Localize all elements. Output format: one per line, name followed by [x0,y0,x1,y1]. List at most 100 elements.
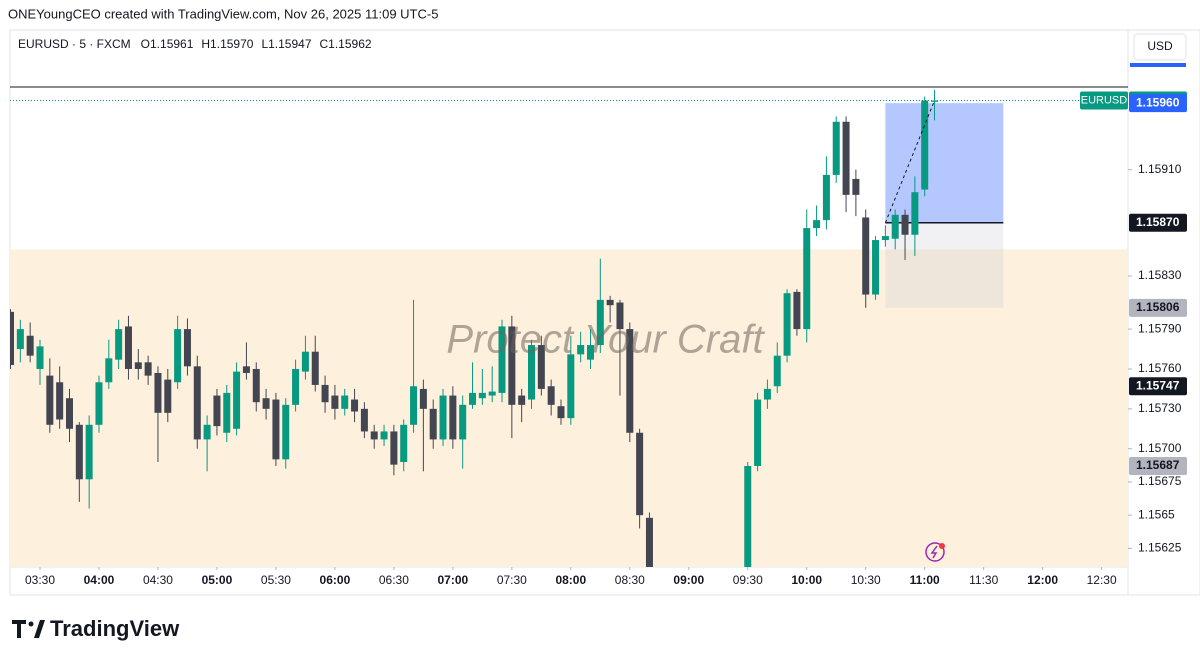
candle-body [410,386,418,425]
candle-body [783,293,791,356]
y-tick-label: 1.15910 [1138,162,1182,176]
candle-body [459,404,467,440]
candle-body [370,431,378,440]
candle-body [252,368,260,403]
candle-body [193,366,201,440]
candle-body [469,392,477,405]
candle-body [862,217,870,295]
x-tick-label: 05:30 [261,573,291,587]
currency[interactable]: USD [1147,39,1173,53]
candle-body [852,178,860,195]
stop-zone [885,222,1004,308]
candle-body [213,395,221,427]
candle-body [292,368,300,405]
currency-button[interactable] [1133,33,1187,61]
attribution: ONEYoungCEO created with TradingView.com… [8,6,438,21]
price-badge [1129,94,1187,113]
price-badge-label: 1.15960 [1136,95,1180,109]
candle-body [921,100,929,190]
candle-body [557,406,565,419]
legend: EURUSD · 5 · FXCM [18,37,131,51]
candle-body [164,379,172,413]
candle-body [262,398,270,409]
y-tick-label: 1.15730 [1138,401,1182,415]
price-badge-label: 1.15806 [1136,300,1180,314]
x-tick-label: 07:00 [438,573,469,587]
x-tick-label: 10:30 [851,573,881,587]
candle-body [911,192,919,235]
candle-body [636,432,644,516]
candle-body [872,240,880,295]
x-tick-label: 06:00 [320,573,351,587]
price-badge-label: 1.15687 [1136,458,1180,472]
candle-body [36,346,44,369]
candle-body [115,329,123,360]
candle-body [105,358,113,383]
candle-body [813,220,821,229]
candle-body [16,329,24,350]
candle-body [586,345,594,360]
candle-body [449,395,457,440]
y-tick-label: 1.15830 [1138,268,1182,282]
candle-body [26,335,34,356]
x-tick-label: 08:00 [555,573,586,587]
candle-body [508,326,516,405]
candle-body [124,326,132,369]
candle-body [144,362,152,376]
candle-body [134,362,142,369]
x-tick-label: 12:00 [1027,573,1058,587]
candle-body [842,121,850,195]
candle-body [301,351,309,372]
price-badge [1129,456,1187,475]
candle-body [744,465,752,567]
candle-body [518,395,526,405]
candle-body [498,326,506,393]
candle-body [478,392,486,399]
candle-body [10,311,15,365]
candle-body [282,404,290,460]
plot-area [10,89,1128,567]
candle-body [429,408,437,440]
candle-body [754,399,762,466]
candle-body [616,302,624,330]
candle-body [390,431,398,465]
candle-body [242,366,250,373]
axis-marker [1130,63,1186,67]
legend-value: C1.15962 [320,37,372,51]
candle-body [547,386,555,405]
x-tick-label: 11:00 [910,573,940,587]
candle-body [174,329,182,383]
symbol-badge-bg [1080,91,1128,110]
candle-body [626,329,634,433]
x-tick-label: 10:00 [791,573,822,587]
candle-body [183,329,191,367]
y-tick-label: 1.15700 [1138,441,1182,455]
legend-value: H1.15970 [201,37,253,51]
candle-body [419,388,427,409]
y-tick-label: 1.15675 [1138,474,1182,488]
candle-body [321,384,329,403]
watermark: Protect Your Craft [446,318,765,362]
candle-body [803,228,811,330]
candle-body [577,345,585,355]
candle-body [85,424,93,480]
candle-body [528,345,535,400]
x-tick-label: 04:00 [84,573,115,587]
candle-body [380,431,388,440]
candle-body [881,236,889,241]
x-tick-label: 06:30 [379,573,409,587]
legend-value: L1.15947 [261,37,311,51]
candle-body [400,424,408,463]
candle-body [272,399,280,460]
x-tick-label: 03:30 [25,573,55,587]
candle-body [351,399,359,412]
x-tick-label: 08:30 [615,573,645,587]
target-zone [885,103,1004,223]
candle-body [596,299,604,346]
alert-icon[interactable] [925,542,945,562]
price-badge [1129,298,1187,317]
candle-body [233,371,241,429]
candle-body [360,408,368,432]
